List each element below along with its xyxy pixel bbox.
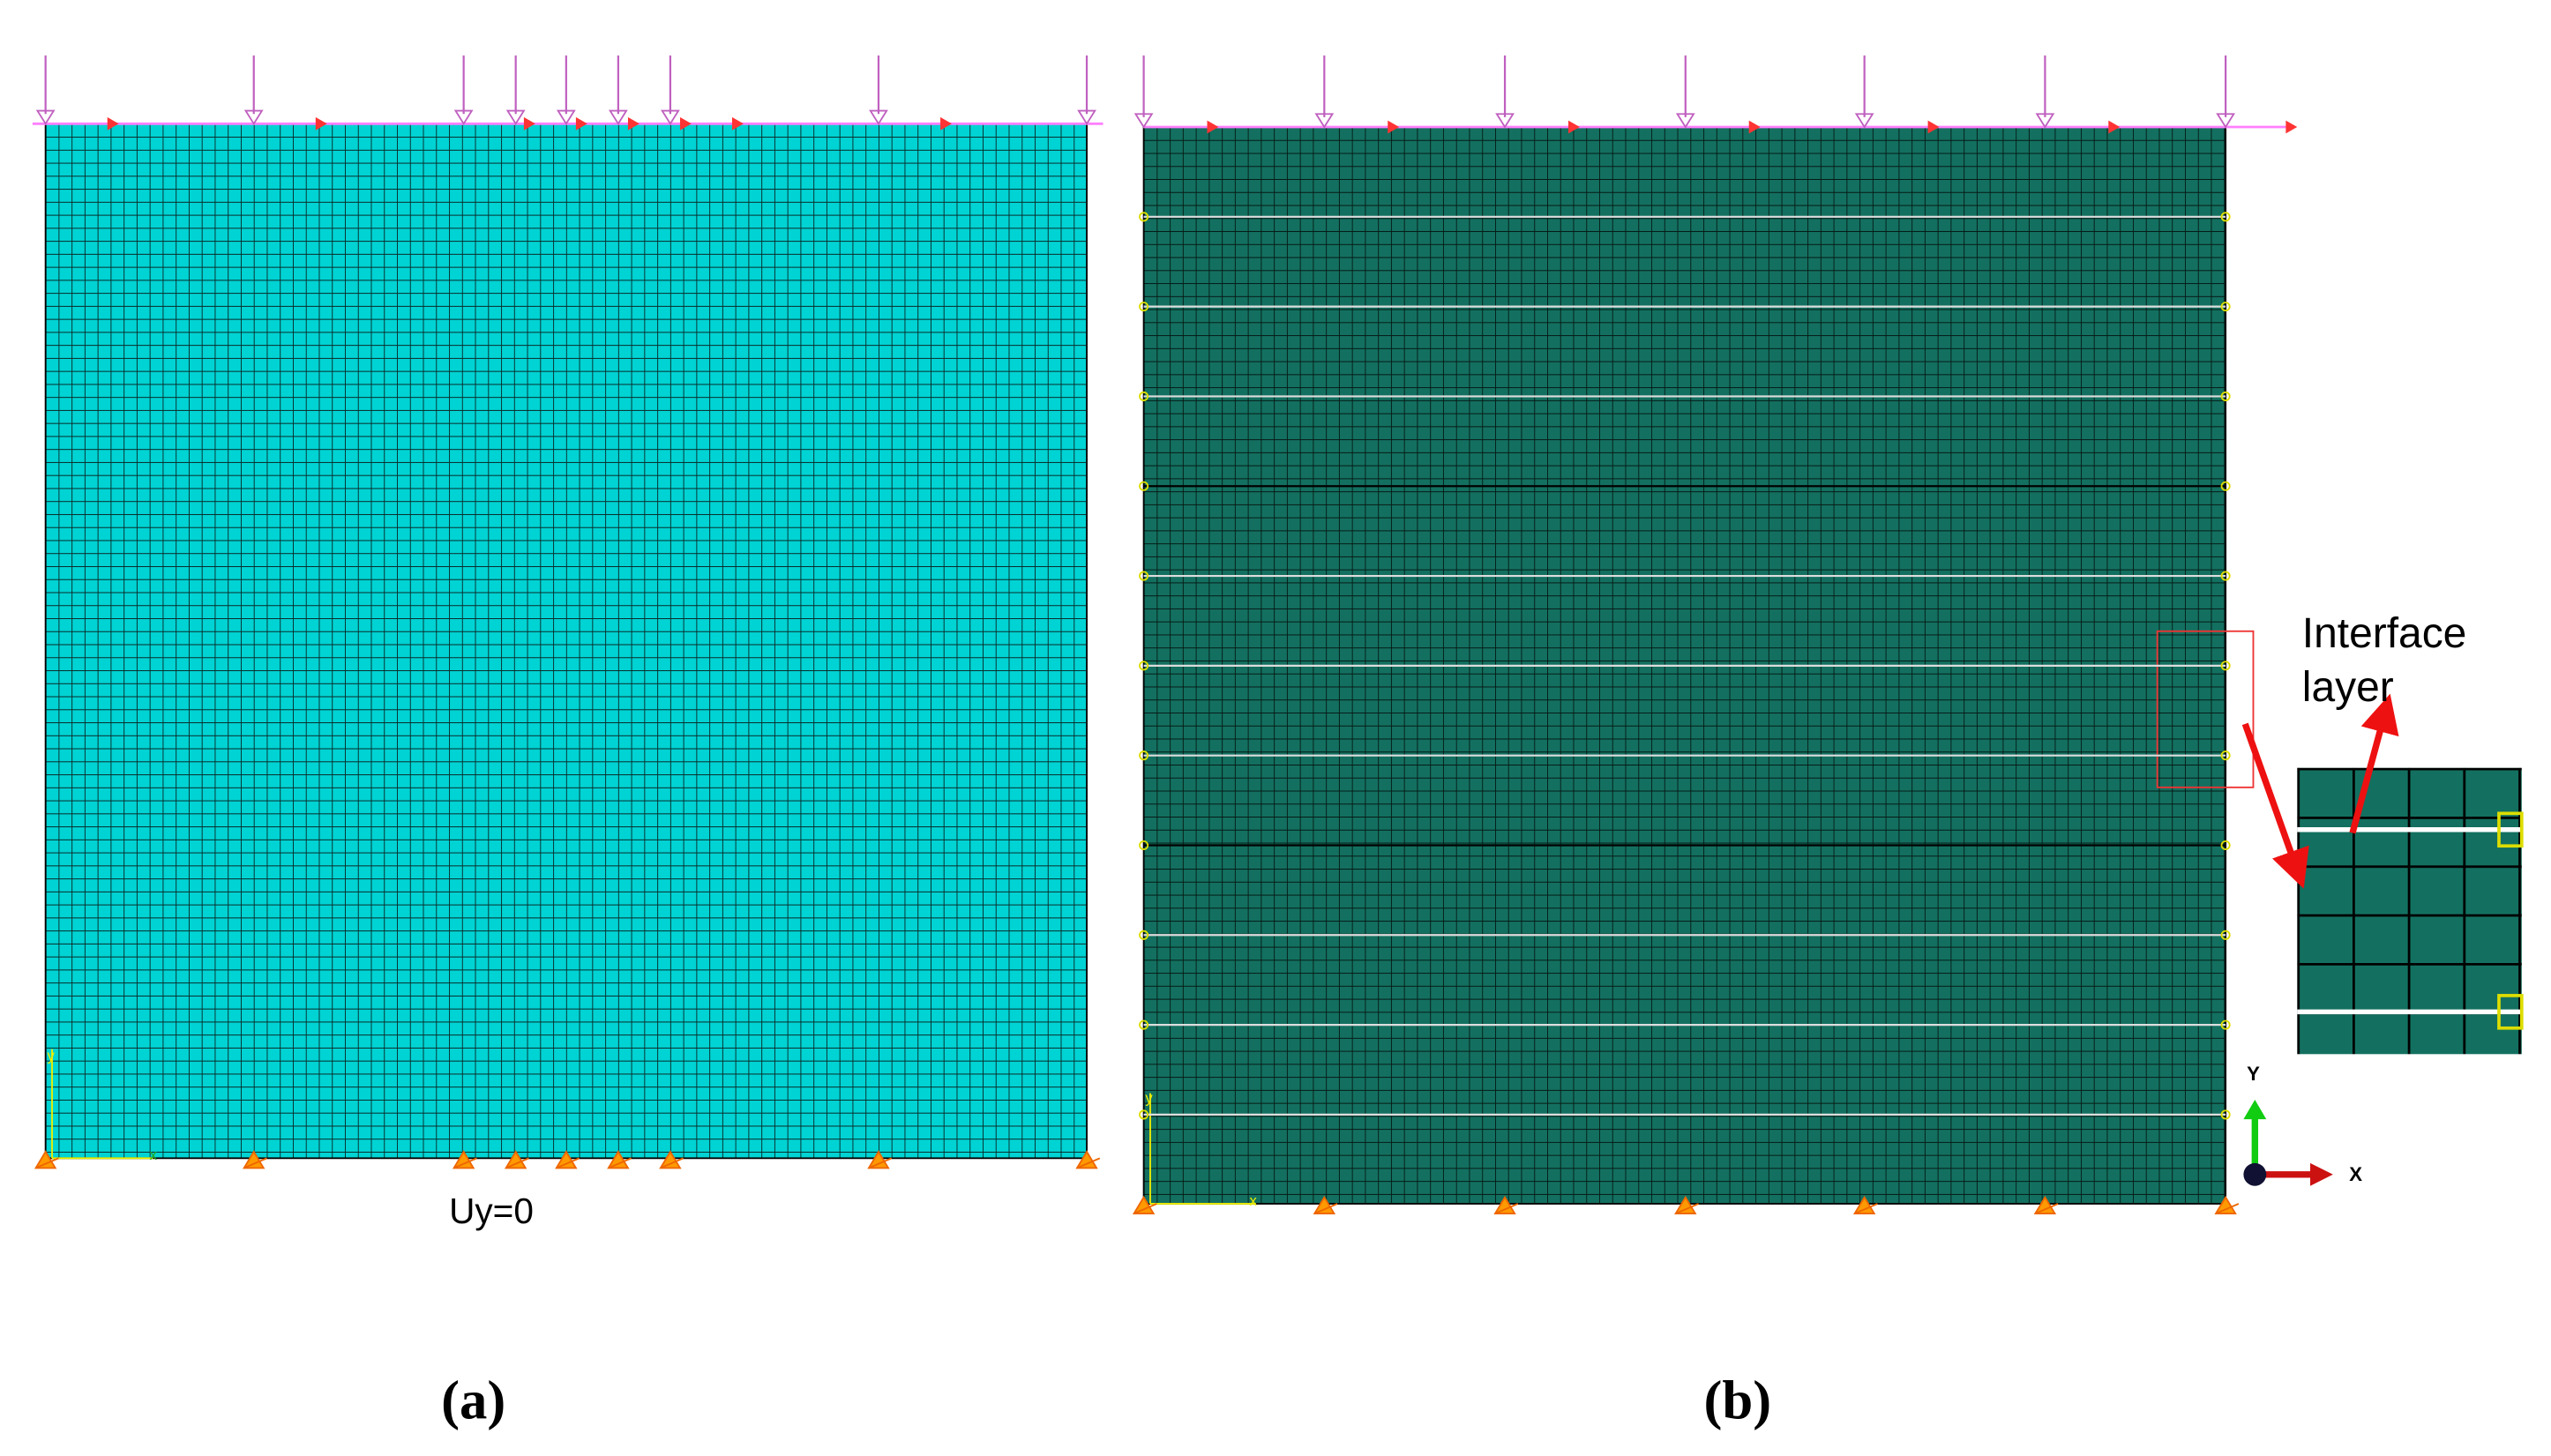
load-arrow-head: [1854, 113, 1874, 129]
shear-marker: [1748, 120, 1761, 134]
node-marker: [2220, 840, 2231, 851]
support: [1674, 1195, 1699, 1214]
axis-label: x: [150, 1146, 158, 1163]
node-marker: [2220, 481, 2231, 491]
support: [34, 1150, 59, 1169]
panel-label: (a): [441, 1369, 505, 1430]
axis-triad: Y X: [2243, 1063, 2362, 1186]
load-arrow-head: [453, 109, 474, 126]
load-arrow-head: [35, 109, 56, 126]
inset-label: Interface: [2302, 610, 2467, 657]
shear-marker: [107, 116, 119, 131]
support: [607, 1150, 632, 1169]
shear-marker: [1927, 120, 1940, 134]
support: [555, 1150, 580, 1169]
shear-marker: [315, 116, 327, 131]
node-marker: [1139, 391, 1149, 401]
shear-marker: [940, 116, 952, 131]
shear-marker: [731, 116, 744, 131]
node-marker: [2220, 212, 2231, 222]
shear-marker: [1207, 120, 1219, 134]
axis-label: y: [47, 1048, 55, 1064]
zoom-box: [2156, 630, 2255, 788]
node-marker: [2220, 930, 2231, 940]
support: [2033, 1195, 2059, 1214]
load-arrow-head: [1077, 109, 1096, 126]
load-arrow-head: [505, 109, 526, 126]
node-marker: [2220, 1109, 2231, 1120]
node-marker: [1139, 1019, 1149, 1030]
boundary-symbols: [34, 55, 2298, 1214]
load-arrow-head: [1133, 113, 1154, 129]
boundary-condition: Uy=0: [449, 1191, 534, 1231]
node-marker: [2220, 661, 2231, 671]
load-arrow-head: [1675, 113, 1695, 129]
node-marker: [1139, 481, 1149, 491]
load-arrow-head: [243, 109, 264, 126]
load-arrow-head: [1495, 113, 1515, 129]
triad-label: X: [2349, 1163, 2362, 1185]
inset: [2297, 767, 2524, 1055]
node-marker: [1139, 302, 1149, 312]
support: [867, 1150, 893, 1169]
support: [452, 1150, 477, 1169]
node-marker: [1139, 930, 1149, 940]
support: [243, 1150, 267, 1169]
triad-label: Y: [2247, 1063, 2260, 1085]
node-marker: [2220, 391, 2231, 401]
node-marker: [1139, 1109, 1149, 1120]
load-arrow-head: [1314, 113, 1335, 129]
mesh-a: [32, 122, 1103, 1160]
support: [2214, 1195, 2240, 1214]
load-arrow-head: [2216, 113, 2236, 129]
support: [1132, 1195, 1157, 1214]
axis-label: y: [1145, 1090, 1153, 1107]
shear-marker: [1388, 120, 1400, 134]
axis-label: x: [1249, 1192, 1257, 1209]
node-marker: [1139, 750, 1149, 761]
load-arrow-head: [608, 109, 628, 126]
panel-label: (b): [1703, 1369, 1771, 1430]
shear-marker: [523, 116, 535, 131]
shear-marker: [679, 116, 692, 131]
node-marker: [1139, 840, 1149, 851]
node-marker: [1139, 212, 1149, 222]
support: [1493, 1195, 1519, 1214]
node-marker: [2220, 1019, 2231, 1030]
support: [659, 1150, 685, 1169]
inset-label: layer: [2302, 664, 2394, 711]
shear-marker: [2108, 120, 2121, 134]
shear-marker: [1567, 120, 1580, 134]
shear-marker: [2285, 120, 2298, 134]
support: [1313, 1195, 1338, 1214]
callout-arrow: [2349, 693, 2399, 834]
load-arrow-head: [556, 109, 576, 126]
shear-marker: [627, 116, 640, 131]
load-arrow-head: [661, 109, 680, 126]
callout-arrow: [2241, 722, 2309, 889]
node-marker: [2220, 302, 2231, 312]
support: [1852, 1195, 1878, 1214]
node-marker: [1139, 661, 1149, 671]
local-axes: y x y x: [47, 1048, 1257, 1209]
load-arrow-head: [869, 109, 888, 126]
node-marker: [1139, 571, 1149, 581]
support: [504, 1150, 529, 1169]
node-marker: [2220, 571, 2231, 581]
node-marker: [2220, 750, 2231, 761]
shear-marker: [575, 116, 587, 131]
load-arrow-head: [2035, 113, 2055, 129]
support: [1075, 1150, 1101, 1169]
